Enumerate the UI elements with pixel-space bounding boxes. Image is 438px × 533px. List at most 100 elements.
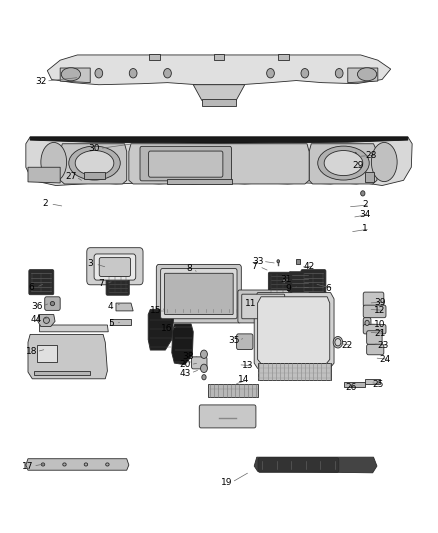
Ellipse shape	[41, 142, 67, 182]
Polygon shape	[365, 379, 380, 384]
Ellipse shape	[335, 338, 341, 346]
Bar	[202, 99, 236, 106]
FancyBboxPatch shape	[363, 318, 371, 327]
Text: 39: 39	[374, 297, 386, 306]
Text: 36: 36	[31, 302, 42, 311]
Ellipse shape	[50, 302, 55, 306]
FancyBboxPatch shape	[367, 331, 382, 344]
Text: 27: 27	[65, 172, 77, 181]
Ellipse shape	[277, 260, 279, 263]
FancyBboxPatch shape	[45, 297, 60, 310]
Polygon shape	[254, 457, 377, 473]
Bar	[36, 345, 57, 361]
Text: 8: 8	[186, 263, 192, 272]
Ellipse shape	[202, 375, 206, 380]
Text: 14: 14	[238, 375, 250, 384]
Bar	[296, 259, 300, 264]
FancyBboxPatch shape	[191, 357, 207, 369]
Text: 6: 6	[28, 283, 34, 292]
FancyBboxPatch shape	[140, 147, 231, 181]
Ellipse shape	[354, 152, 357, 157]
Text: 11: 11	[245, 298, 257, 308]
Ellipse shape	[267, 69, 274, 78]
FancyBboxPatch shape	[106, 272, 129, 295]
Polygon shape	[60, 68, 90, 83]
FancyBboxPatch shape	[148, 151, 223, 177]
Polygon shape	[309, 144, 377, 184]
Text: 30: 30	[89, 144, 100, 153]
Text: 24: 24	[379, 355, 391, 364]
Ellipse shape	[283, 279, 286, 283]
FancyBboxPatch shape	[363, 325, 386, 334]
FancyBboxPatch shape	[199, 405, 256, 428]
Text: 25: 25	[373, 380, 384, 389]
Polygon shape	[258, 362, 332, 381]
Text: 15: 15	[150, 306, 162, 316]
Bar	[149, 54, 160, 60]
Text: 28: 28	[366, 151, 377, 160]
Text: 3: 3	[87, 260, 93, 269]
Ellipse shape	[41, 463, 45, 466]
Text: 1: 1	[362, 224, 368, 233]
Text: 34: 34	[359, 210, 371, 219]
FancyBboxPatch shape	[238, 290, 289, 323]
Ellipse shape	[354, 158, 357, 161]
Polygon shape	[47, 55, 391, 85]
Ellipse shape	[201, 350, 208, 358]
Text: 5: 5	[108, 319, 114, 328]
Text: 2: 2	[42, 199, 48, 208]
FancyBboxPatch shape	[94, 254, 136, 280]
FancyBboxPatch shape	[367, 344, 384, 355]
Ellipse shape	[43, 317, 49, 324]
Text: 31: 31	[280, 274, 291, 284]
Text: 23: 23	[378, 341, 389, 350]
Polygon shape	[39, 325, 108, 332]
FancyBboxPatch shape	[87, 248, 143, 285]
Polygon shape	[26, 459, 129, 470]
Ellipse shape	[63, 463, 66, 466]
Text: 4: 4	[108, 302, 113, 311]
Ellipse shape	[84, 463, 88, 466]
Text: 9: 9	[286, 285, 291, 294]
Text: 7: 7	[251, 262, 257, 271]
Ellipse shape	[75, 150, 114, 175]
Polygon shape	[254, 293, 334, 368]
Text: 18: 18	[26, 347, 37, 356]
Text: 20: 20	[180, 360, 191, 369]
Ellipse shape	[357, 68, 377, 81]
Ellipse shape	[164, 69, 171, 78]
Text: 35: 35	[228, 336, 240, 345]
Text: 22: 22	[341, 341, 353, 350]
Text: 32: 32	[35, 77, 46, 86]
Ellipse shape	[336, 69, 343, 78]
FancyBboxPatch shape	[258, 458, 339, 472]
Text: 10: 10	[374, 320, 386, 329]
FancyBboxPatch shape	[165, 273, 233, 314]
Polygon shape	[172, 324, 193, 365]
Polygon shape	[84, 173, 105, 179]
FancyBboxPatch shape	[301, 270, 326, 295]
Text: 16: 16	[161, 324, 173, 333]
Polygon shape	[348, 68, 378, 83]
Text: 38: 38	[182, 352, 194, 361]
Text: 26: 26	[346, 383, 357, 392]
Polygon shape	[60, 144, 127, 184]
Text: 44: 44	[31, 316, 42, 324]
Text: 13: 13	[243, 361, 254, 370]
Polygon shape	[344, 383, 365, 387]
Polygon shape	[200, 408, 255, 415]
Polygon shape	[30, 137, 408, 143]
Ellipse shape	[201, 364, 208, 373]
Ellipse shape	[371, 142, 397, 182]
Polygon shape	[129, 144, 309, 184]
Polygon shape	[38, 314, 55, 327]
FancyBboxPatch shape	[99, 257, 131, 277]
Polygon shape	[28, 334, 107, 379]
Ellipse shape	[333, 336, 343, 348]
FancyBboxPatch shape	[237, 334, 253, 350]
Text: 2: 2	[362, 200, 368, 209]
Ellipse shape	[95, 69, 102, 78]
Polygon shape	[208, 384, 258, 397]
FancyBboxPatch shape	[289, 272, 311, 295]
FancyBboxPatch shape	[156, 264, 241, 323]
